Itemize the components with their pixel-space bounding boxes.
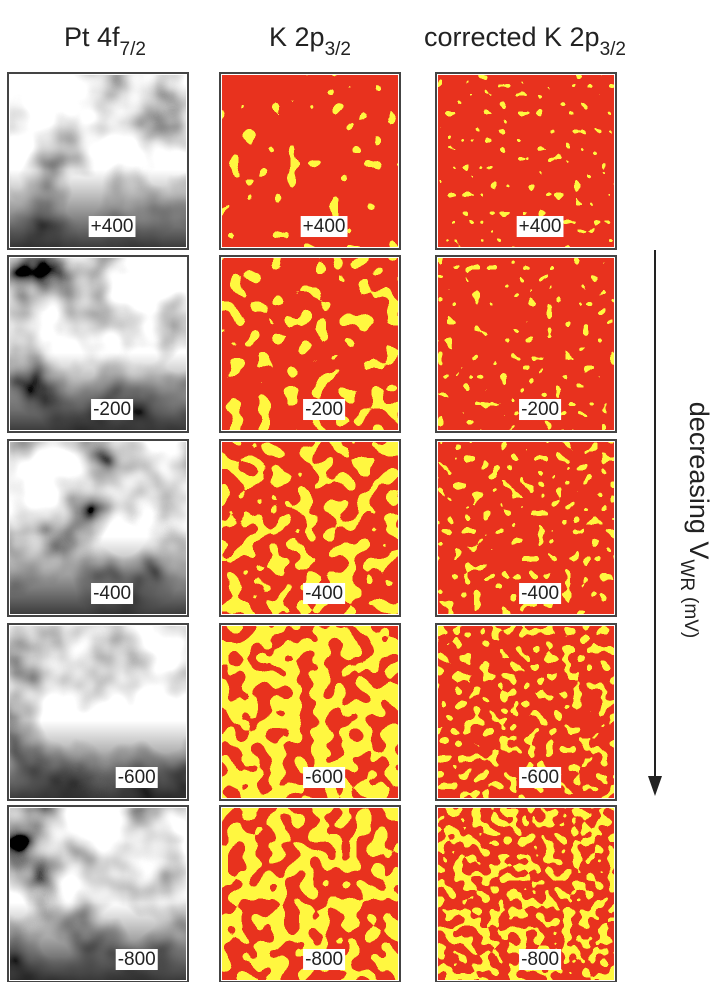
column-title: K 2p3/2: [269, 22, 351, 60]
column-title: Pt 4f7/2: [64, 22, 146, 60]
potential-label: -600: [521, 767, 559, 788]
map-panel: -600: [220, 624, 400, 800]
potential-label: -400: [93, 583, 131, 604]
side-unit: (mV): [680, 597, 701, 638]
map-panel: -200: [220, 256, 400, 432]
potential-label: +400: [303, 216, 346, 237]
map-panel: -400: [8, 440, 188, 616]
title-subscript: 7/2: [120, 39, 146, 60]
side-text: decreasing V: [684, 402, 714, 560]
potential-label: -800: [305, 949, 343, 970]
potential-label: -400: [521, 583, 559, 604]
map-panel: +400: [8, 73, 188, 249]
potential-label: +400: [91, 216, 134, 237]
map-panel: -400: [436, 440, 616, 616]
title-subscript: 3/2: [600, 39, 626, 60]
map-panel: -800: [436, 806, 616, 982]
panels: +400 -200 -400 -600 -800 +400 -200 -400 -600 -800…: [8, 73, 616, 982]
map-panel: +400: [220, 73, 400, 249]
potential-label: -800: [521, 949, 559, 970]
potential-label: -600: [118, 767, 156, 788]
side-subscript: WR: [676, 559, 697, 591]
title-subscript: 3/2: [325, 39, 351, 60]
map-panel: -800: [220, 806, 400, 982]
map-panel: +400: [436, 73, 616, 249]
potential-label: -200: [305, 399, 343, 420]
map-panel: -400: [220, 440, 400, 616]
potential-label: -200: [521, 399, 559, 420]
side-label: decreasing VWR (mV): [676, 402, 714, 638]
map-panel: -200: [8, 256, 188, 432]
potential-label: -800: [118, 949, 156, 970]
title-text: K 2p: [269, 22, 325, 52]
potential-label: -200: [93, 399, 131, 420]
map-panel: -800: [8, 806, 188, 982]
map-panel: -600: [436, 624, 616, 800]
potential-label: +400: [519, 216, 562, 237]
title-text: Pt 4f: [64, 22, 120, 52]
figure: Pt 4f7/2K 2p3/2corrected K 2p3/2 +400-20…: [0, 0, 720, 982]
map-panel: -200: [436, 256, 616, 432]
arrow: [648, 250, 662, 796]
page: {"columns": [ {"title": "Pt 4f", "title_…: [0, 0, 720, 982]
potential-label: -600: [305, 767, 343, 788]
potential-label: -400: [305, 583, 343, 604]
column-title: corrected K 2p3/2: [424, 22, 626, 60]
map-panel: -600: [8, 624, 188, 800]
title-text: corrected K 2p: [424, 22, 600, 52]
